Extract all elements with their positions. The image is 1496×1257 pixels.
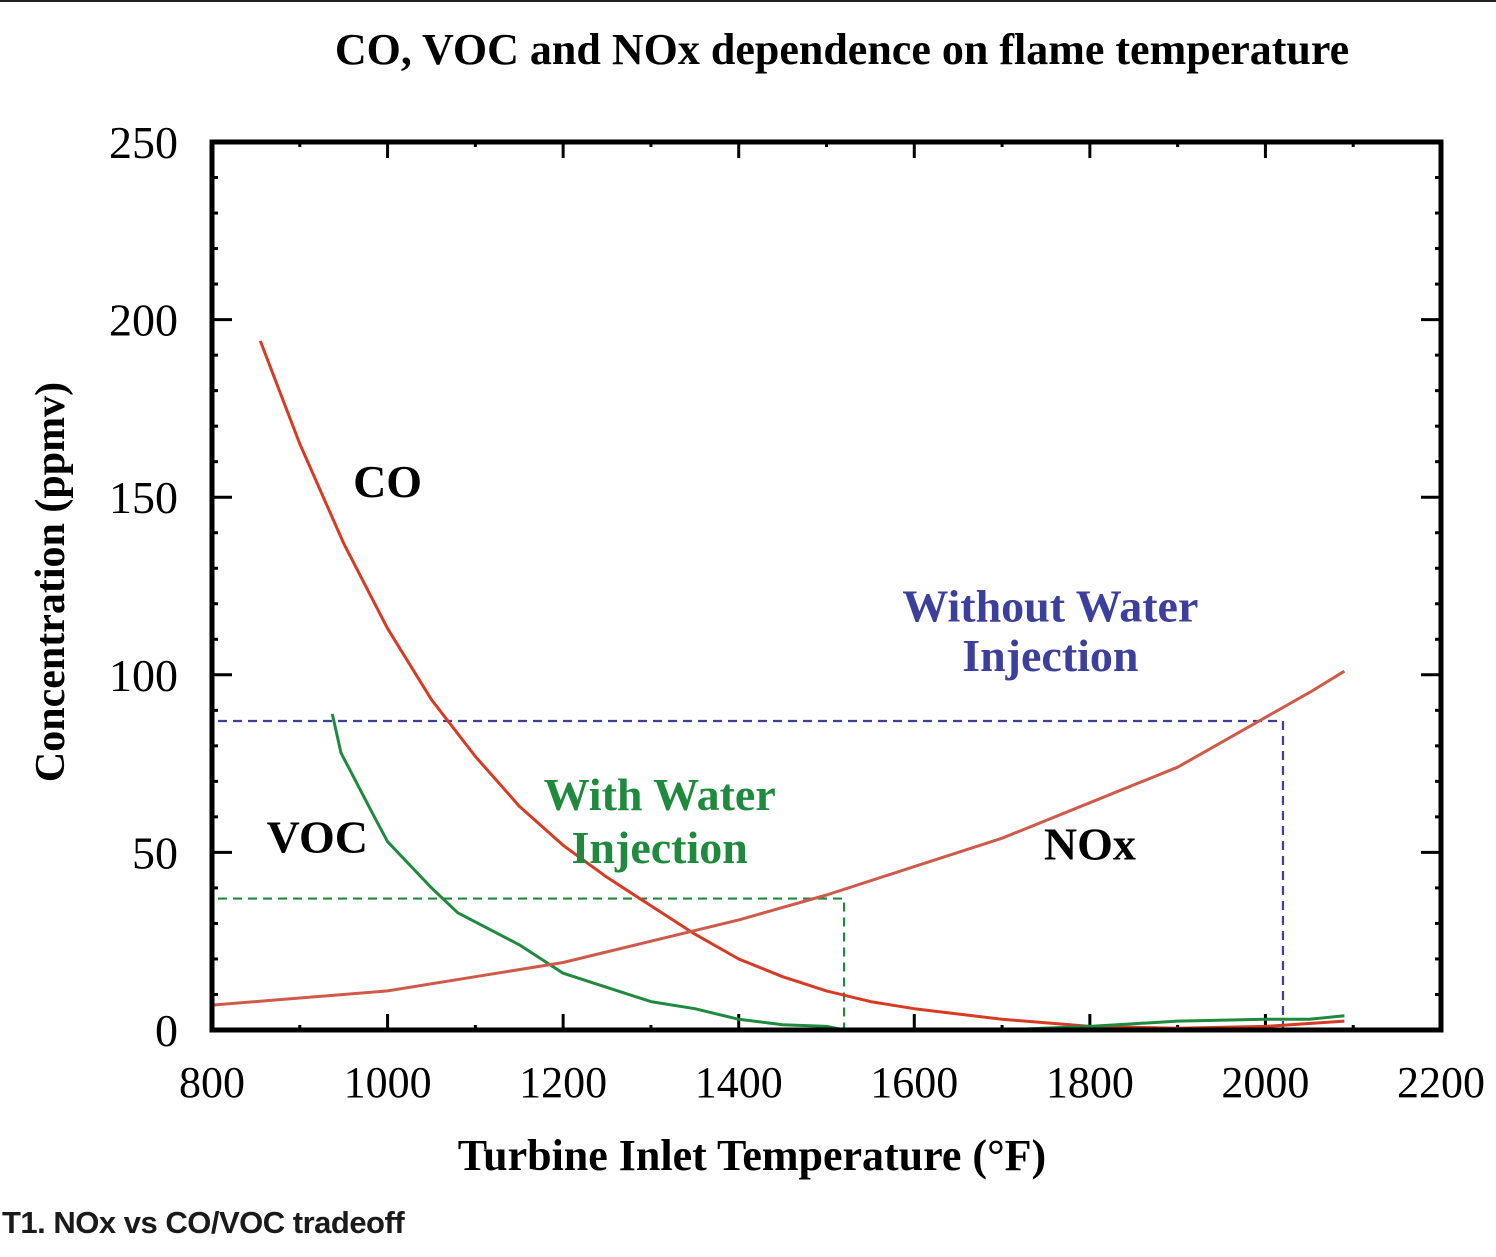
top-rule <box>0 0 1496 2</box>
x-tick-label: 1800 <box>1046 1058 1134 1107</box>
y-tick-label: 100 <box>109 650 178 701</box>
annotation-injection: Injection <box>572 822 748 873</box>
x-tick-label: 1200 <box>519 1058 607 1107</box>
y-tick-label: 150 <box>109 472 178 523</box>
series-lines <box>211 340 1346 1032</box>
x-tick-label: 800 <box>179 1058 245 1107</box>
annotation-voc: VOC <box>267 811 368 862</box>
annotation-without-water: Without Water <box>902 581 1198 632</box>
x-tick-label: 1400 <box>695 1058 783 1107</box>
y-tick-label: 250 <box>109 117 178 168</box>
reference-lines <box>218 719 1285 1030</box>
x-axis-label: Turbine Inlet Temperature (°F) <box>458 1131 1046 1180</box>
x-tick-label: 2200 <box>1397 1058 1485 1107</box>
series-line-voc <box>330 713 1345 1032</box>
x-tick-label: 1600 <box>870 1058 958 1107</box>
annotation-nox: NOx <box>1044 819 1136 870</box>
y-tick-label: 50 <box>132 827 178 878</box>
y-axis-label: Concentration (ppmv) <box>28 382 74 782</box>
y-tick-label: 0 <box>155 1005 178 1056</box>
reference-line-without-water <box>218 719 1285 1030</box>
x-tick-label: 1000 <box>344 1058 432 1107</box>
annotation-co: CO <box>353 456 422 507</box>
reference-line-with-water <box>218 897 846 1030</box>
plot-frame <box>209 139 1444 1033</box>
chart: CO, VOC and NOx dependence on flame temp… <box>28 25 1485 1180</box>
annotation-injection: Injection <box>962 630 1138 681</box>
series-line-co <box>258 340 1345 1030</box>
y-tick-label: 200 <box>109 295 178 346</box>
series-line-nox <box>211 669 1346 1007</box>
annotation-with-water: With Water <box>544 769 776 820</box>
ticks <box>212 142 1441 1030</box>
chart-title: CO, VOC and NOx dependence on flame temp… <box>335 25 1349 74</box>
tick-labels: 800 1000 1200 1400 1600 1800 2000 2200 0 50 100 150… <box>109 117 1485 1107</box>
figure-caption: T1. NOx vs CO/VOC tradeoff <box>2 1205 405 1240</box>
x-tick-label: 2000 <box>1221 1058 1309 1107</box>
